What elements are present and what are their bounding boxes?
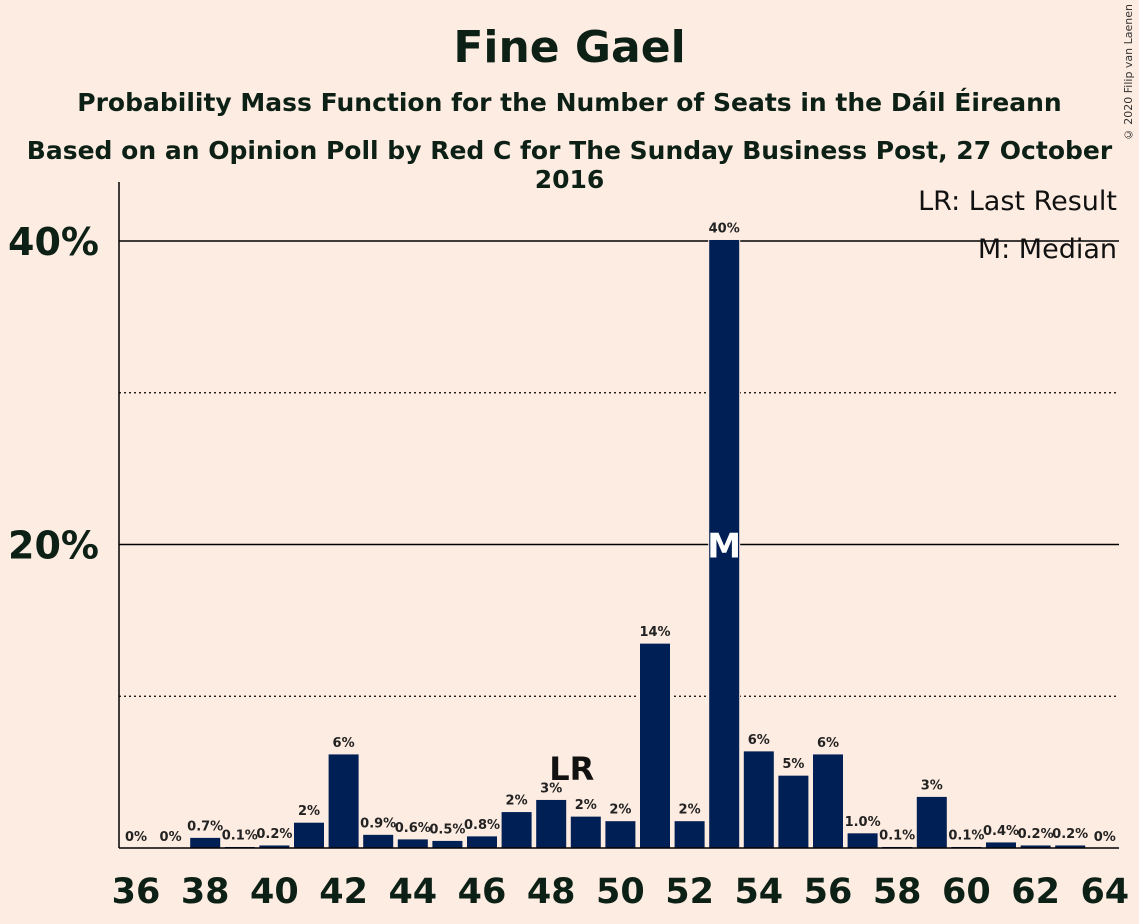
x-tick-label: 46 [458, 872, 507, 912]
bar-seat-45 [431, 839, 464, 849]
bar-value-label: 3% [540, 781, 562, 796]
bar-seat-54 [742, 750, 775, 849]
chart-title: Fine Gael [453, 22, 686, 73]
bar-seat-59 [915, 795, 948, 849]
x-tick-label: 44 [388, 872, 437, 912]
bar-value-label: 0.9% [360, 816, 396, 831]
bar-value-label: 0% [1094, 830, 1116, 845]
bar-seat-49 [569, 815, 602, 849]
y-tick-label: 20% [8, 524, 99, 568]
bar-seat-50 [604, 820, 637, 849]
bar-seat-55 [777, 774, 810, 849]
bar-seat-48 [535, 798, 568, 849]
bar-seat-51 [639, 642, 671, 849]
bar-value-label: 0.1% [948, 828, 984, 843]
bar-seat-41 [293, 821, 325, 849]
bar-seat-47 [500, 811, 533, 849]
legend-median: M: Median [978, 234, 1117, 265]
bar-value-label: 0.2% [1018, 827, 1054, 842]
bar-value-label: 0.6% [395, 821, 431, 836]
bar-value-label: 2% [298, 804, 320, 819]
bar-value-label: 0.1% [879, 828, 915, 843]
bar-value-label: 6% [333, 736, 355, 751]
x-tick-label: 54 [734, 872, 783, 912]
bar-value-label: 2% [506, 794, 528, 809]
bar-seat-61 [985, 841, 1017, 849]
x-tick-label: 38 [181, 872, 230, 912]
x-tick-label: 50 [596, 872, 645, 912]
bar-value-label: 40% [709, 221, 740, 236]
median-marker: M [707, 527, 741, 567]
chart-subtitle-source: Based on an Opinion Poll by Red C for Th… [26, 136, 1113, 194]
bar-seat-38 [189, 836, 222, 849]
bar-value-label: 0.8% [464, 818, 500, 833]
bar-value-label: 6% [817, 736, 839, 751]
bar-value-label: 2% [575, 798, 597, 813]
y-tick-label: 40% [8, 220, 99, 264]
x-tick-label: 62 [1011, 872, 1060, 912]
bar-value-label: 0% [125, 830, 147, 845]
legend-last-result: LR: Last Result [918, 186, 1117, 217]
bar-value-label: 0.5% [429, 822, 465, 837]
bar-value-label: 3% [921, 778, 943, 793]
bar-seat-46 [466, 835, 498, 849]
bar-value-label: 1.0% [845, 815, 881, 830]
x-tick-label: 36 [112, 872, 161, 912]
bar-value-label: 6% [748, 733, 770, 748]
bar-value-label: 0.4% [983, 824, 1019, 839]
chart-subtitle: Probability Mass Function for the Number… [77, 88, 1062, 117]
bar-value-label: 2% [609, 803, 631, 818]
bar-seat-43 [362, 833, 395, 849]
bar-value-label: 0.2% [256, 827, 292, 842]
bar-value-label: 14% [639, 625, 670, 640]
x-tick-label: 52 [665, 872, 714, 912]
x-tick-label: 60 [942, 872, 991, 912]
bar-seat-44 [396, 838, 429, 849]
bar-value-label: 0.2% [1052, 827, 1088, 842]
last-result-marker: LR [549, 750, 594, 788]
x-tick-label: 40 [250, 872, 299, 912]
bar-value-label: 2% [679, 803, 701, 818]
bar-seat-52 [673, 820, 706, 849]
x-tick-label: 58 [873, 872, 922, 912]
bar-seat-56 [812, 753, 844, 849]
bar-seat-57 [846, 832, 879, 849]
bar-value-label: 0.7% [187, 819, 223, 834]
bar-value-label: 0% [160, 830, 182, 845]
bar-seat-42 [327, 753, 360, 849]
x-tick-label: 64 [1080, 872, 1129, 912]
x-tick-label: 48 [527, 872, 576, 912]
bar-value-label: 5% [782, 757, 804, 772]
bar-value-label: 0.1% [222, 828, 258, 843]
x-tick-label: 56 [804, 872, 853, 912]
x-tick-label: 42 [319, 872, 368, 912]
